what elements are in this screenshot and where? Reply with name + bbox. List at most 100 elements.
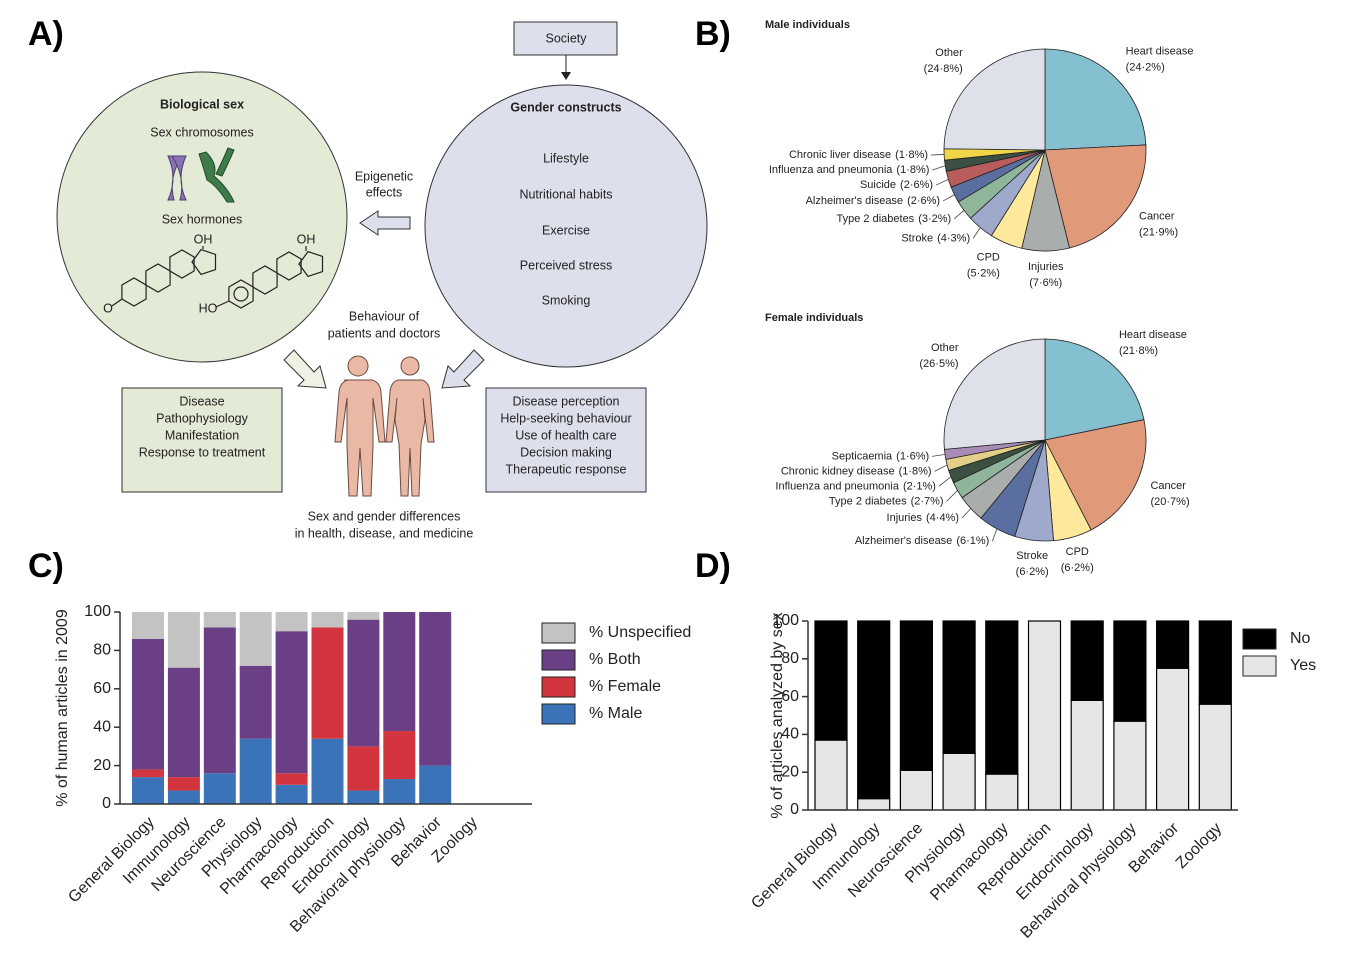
pie-label: Influenza and pneumonia (1·8%): [769, 164, 930, 176]
bar-segment: [942, 620, 976, 754]
pie-label-value: (24·2%): [1126, 61, 1165, 73]
bar-segment: [1070, 620, 1104, 701]
x-tick-label: Neuroscience: [845, 820, 926, 901]
bar-segment: [1113, 720, 1147, 811]
bar-segment: [167, 667, 200, 778]
y-tick-label: 20: [781, 763, 799, 780]
pie-label-value: (1·8%): [895, 149, 928, 161]
leader-line: [946, 490, 958, 502]
bond: [111, 298, 123, 307]
left-box-item: Response to treatment: [139, 445, 266, 459]
leader-line: [938, 476, 952, 487]
x-tick-label: Zoology: [1173, 820, 1225, 872]
pie-label-value: (2·6%): [900, 179, 933, 191]
pie-label-name: Heart disease: [1119, 329, 1187, 341]
aromatic: [233, 286, 249, 302]
panel-label: C): [28, 547, 64, 585]
left-box: [121, 387, 283, 493]
pie-label-name: CPD: [1066, 546, 1089, 558]
pie-label-name: Injuries: [887, 512, 923, 524]
leader-line: [935, 179, 949, 186]
pie-title: Male individuals: [765, 19, 850, 31]
bar-segment: [132, 769, 164, 778]
bar-segment: [167, 612, 200, 668]
pie-label-value: (2·6%): [907, 195, 940, 207]
panel-label: A): [28, 15, 64, 53]
arrow-head: [561, 72, 571, 80]
leader-line: [932, 453, 946, 457]
pie-label-name: Heart disease: [1126, 45, 1194, 57]
bar-segment: [311, 612, 344, 628]
y-tick-label: 0: [102, 795, 111, 812]
leader-line: [972, 227, 981, 239]
block-arrow: [283, 349, 327, 389]
pie-label: Chronic liver disease (1·8%): [789, 149, 928, 161]
bar-segment: [311, 738, 344, 804]
o-label: O: [103, 301, 113, 315]
legend-label: % Male: [589, 705, 642, 722]
bar-segment: [347, 619, 380, 747]
oh-label: OH: [194, 232, 213, 246]
panel-label: B): [695, 15, 731, 53]
pie-label-value: (20·7%): [1150, 496, 1189, 508]
panel-label: D): [695, 547, 731, 585]
bio-sex-title: Biological sex: [160, 97, 244, 111]
pie-label-name: Injuries: [1028, 261, 1064, 273]
bar-segment: [1027, 620, 1062, 811]
y-tick-label: 80: [781, 650, 799, 667]
pie-slice: [1044, 144, 1147, 249]
legend-label: % Both: [589, 651, 641, 668]
pie-label-value: (21·8%): [1119, 345, 1158, 357]
pie-title: Female individuals: [765, 312, 863, 324]
bar-segment: [1198, 620, 1232, 705]
caption: in health, disease, and medicine: [295, 526, 474, 540]
pie-label-name: Type 2 diabetes: [837, 213, 915, 225]
block-arrow: [441, 349, 485, 389]
pie-label: Cancer (20·7%): [1150, 480, 1189, 508]
bar-segment: [383, 779, 416, 804]
right-box-item: Decision making: [520, 445, 612, 459]
pie-label: Alzheimer's disease (2·6%): [806, 195, 941, 207]
pie-label: Type 2 diabetes (2·7%): [829, 495, 944, 507]
bar-segment: [275, 612, 308, 632]
bar-segment: [857, 620, 891, 800]
leader-line: [932, 165, 946, 171]
right-box-item: Disease perception: [512, 394, 619, 408]
hormones-label: Sex hormones: [162, 212, 243, 226]
pie-label: CPD (5·2%): [967, 251, 1000, 279]
pie-slice: [1044, 48, 1147, 151]
pie-label-name: Influenza and pneumonia: [769, 164, 893, 176]
bar-segment: [167, 777, 200, 791]
bar-segment: [347, 746, 380, 791]
pie-label-name: Suicide: [860, 179, 896, 191]
diagram: A) Society Biological sex Sex chromosome…: [28, 15, 708, 540]
bar-segment: [311, 627, 344, 739]
bar-segment: [814, 620, 848, 741]
leader-line: [961, 508, 972, 519]
pie-label-value: (1·8%): [899, 465, 932, 477]
bar-segment: [275, 773, 308, 785]
pie-label-name: Other: [931, 342, 959, 354]
pie-label: Other (24·8%): [924, 47, 963, 75]
bar-segment: [1198, 703, 1232, 811]
pie-label-name: Alzheimer's disease: [806, 195, 903, 207]
legend-swatch: [1242, 655, 1277, 677]
leader-line: [931, 154, 945, 156]
legend-label: Yes: [1290, 657, 1316, 674]
bar-segment: [347, 612, 380, 620]
pie-label-value: (6·2%): [1061, 562, 1094, 574]
chromosome-x: [167, 155, 187, 201]
bar-segment: [239, 738, 272, 804]
gender-item: Smoking: [542, 293, 591, 307]
legend-label: % Unspecified: [589, 624, 691, 641]
pie-label-value: (3·2%): [918, 213, 951, 225]
pie-label-name: Stroke: [1016, 550, 1048, 562]
pie-label: Other (26·5%): [919, 342, 958, 370]
y-tick-label: 20: [93, 757, 111, 774]
pie-label: Influenza and pneumonia (2·1%): [775, 480, 936, 492]
pie-slice: [1044, 419, 1147, 531]
pie-label-name: Chronic kidney disease: [781, 465, 895, 477]
left-box-item: Disease: [179, 394, 224, 408]
pie-label-name: Alzheimer's disease: [855, 535, 952, 547]
bar-segment: [814, 739, 848, 811]
